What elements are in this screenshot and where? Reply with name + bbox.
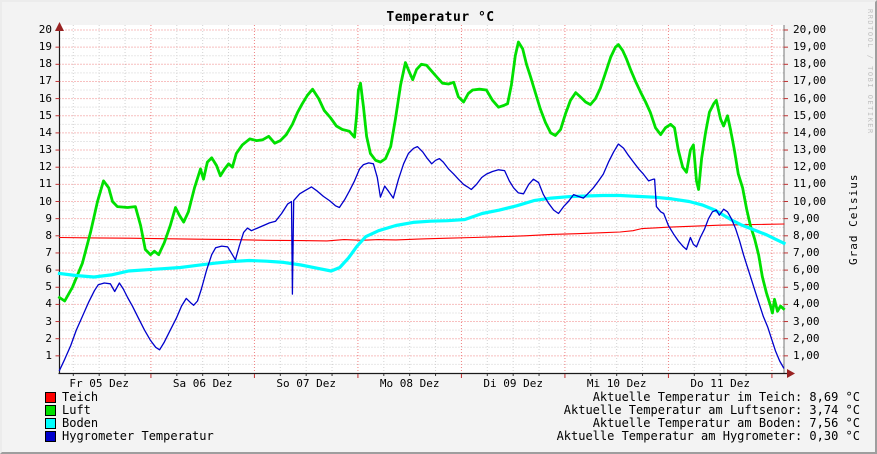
y-axis-tick-label-right: 2,00 <box>793 331 820 345</box>
luft-color-swatch <box>45 405 56 416</box>
y-axis-tick-label-left: 16 <box>38 91 52 105</box>
current-values: Aktuelle Temperatur im Teich: 8,69 °C Ak… <box>557 391 860 443</box>
teich-color-swatch <box>45 392 56 403</box>
y-axis-tick-label-left: 2 <box>45 331 52 345</box>
major-grid <box>59 25 784 373</box>
x-axis-day-label: Do 11 Dez <box>690 377 750 390</box>
y-axis-tick-label-left: 11 <box>38 177 52 191</box>
x-axis-day-label: Sa 06 Dez <box>172 377 233 390</box>
x-axis-day-label: Mo 08 Dez <box>379 377 440 390</box>
y-axis-tick-label-left: 4 <box>45 297 52 311</box>
y-axis-tick-label-right: 20,00 <box>793 23 827 36</box>
y-axis-tick-label-left: 3 <box>45 314 52 328</box>
legend-item-boden: Boden <box>45 417 214 430</box>
y-axis-tick-label-right: 12,00 <box>793 160 827 174</box>
y-axis-tick-label-right: 7,00 <box>793 245 820 259</box>
y-axis-tick-label-left: 7 <box>45 245 52 259</box>
y-axis-tick-label-right: 3,00 <box>793 314 820 328</box>
y-axis-tick-label-right: 18,00 <box>793 57 827 71</box>
y-axis-tick-label-left: 12 <box>38 160 52 174</box>
legend-item-luft: Luft <box>45 404 214 417</box>
y-axis-tick-label-left: 14 <box>38 125 52 139</box>
x-axis-day-label: Di 09 Dez <box>483 377 543 390</box>
y-axis-tick-label-left: 6 <box>45 263 52 277</box>
y-axis-tick-label-right: 15,00 <box>793 108 827 122</box>
current-value-luft: Aktuelle Temperatur am Luftsenor: 3,74 °… <box>563 403 860 417</box>
current-value-boden: Aktuelle Temperatur am Boden: 7,56 °C <box>592 416 860 430</box>
axis-ticks <box>55 29 788 378</box>
legend: Teich Luft Boden Hygrometer Temperatur <box>45 391 214 443</box>
series-luft <box>57 40 786 315</box>
y-axis-tick-label-right: 9,00 <box>793 211 820 225</box>
y-axis-tick-label-right: 19,00 <box>793 40 827 54</box>
current-value-teich: Aktuelle Temperatur im Teich: 8,69 °C <box>592 390 860 404</box>
legend-label-teich: Teich <box>62 390 99 404</box>
y-axis-tick-label-left: 13 <box>38 143 52 157</box>
chart-title: Temperatur °C <box>386 10 495 25</box>
y-axis-arrow <box>55 22 64 31</box>
current-value-hygrometer: Aktuelle Temperatur am Hygrometer: 0,30 … <box>556 429 860 443</box>
y-axis-tick-label-left: 8 <box>45 228 52 242</box>
y-axis-tick-label-left: 15 <box>38 108 52 122</box>
series-hygrometer-temperatur <box>58 143 785 372</box>
y-axis-tick-label-right: 6,00 <box>793 263 820 277</box>
right-axis-title: Grad Celsius <box>847 173 860 265</box>
y-axis-tick-label-left: 10 <box>38 194 52 208</box>
legend-label-hygrometer: Hygrometer Temperatur <box>62 429 214 443</box>
y-axis-tick-label-right: 5,00 <box>793 280 820 294</box>
y-axis-tick-label-left: 20 <box>38 23 52 36</box>
y-axis-tick-label-left: 18 <box>38 57 52 71</box>
series-teich <box>58 223 785 242</box>
x-axis-day-label: Mi 10 Dez <box>586 377 647 390</box>
series-boden <box>57 193 787 279</box>
y-axis-tick-label-right: 17,00 <box>793 74 827 88</box>
y-axis-tick-label-right: 10,00 <box>793 194 827 208</box>
y-axis-tick-label-left: 19 <box>38 40 52 54</box>
y-axis-tick-label-right: 4,00 <box>793 297 820 311</box>
y-axis-tick-label-right: 11,00 <box>793 177 827 191</box>
y-axis-tick-label-right: 13,00 <box>793 143 827 157</box>
y-axis-tick-label-right: 8,00 <box>793 228 820 242</box>
y-axis-tick-label-right: 14,00 <box>793 125 827 139</box>
y-axis-tick-label-right: 1,00 <box>793 348 820 362</box>
axes <box>58 24 788 375</box>
legend-label-luft: Luft <box>62 403 91 417</box>
x-axis-day-label: So 07 Dez <box>276 377 336 390</box>
boden-color-swatch <box>45 418 56 429</box>
legend-label-boden: Boden <box>62 416 99 430</box>
rrdtool-watermark: RRDTOOL / TOBI OETIKER <box>866 9 874 135</box>
x-axis-day-label: Fr 05 Dez <box>69 377 129 390</box>
y-axis-tick-label-left: 5 <box>45 280 52 294</box>
hygrometer-color-swatch <box>45 431 56 442</box>
y-axis-tick-label-left: 1 <box>45 348 52 362</box>
y-axis-tick-label-left: 9 <box>45 211 52 225</box>
legend-item-teich: Teich <box>45 391 214 404</box>
legend-item-hygrometer: Hygrometer Temperatur <box>45 430 214 443</box>
x-axis-arrow <box>787 369 795 378</box>
y-axis-tick-label-right: 16,00 <box>793 91 827 105</box>
y-axis-tick-label-left: 17 <box>38 74 52 88</box>
